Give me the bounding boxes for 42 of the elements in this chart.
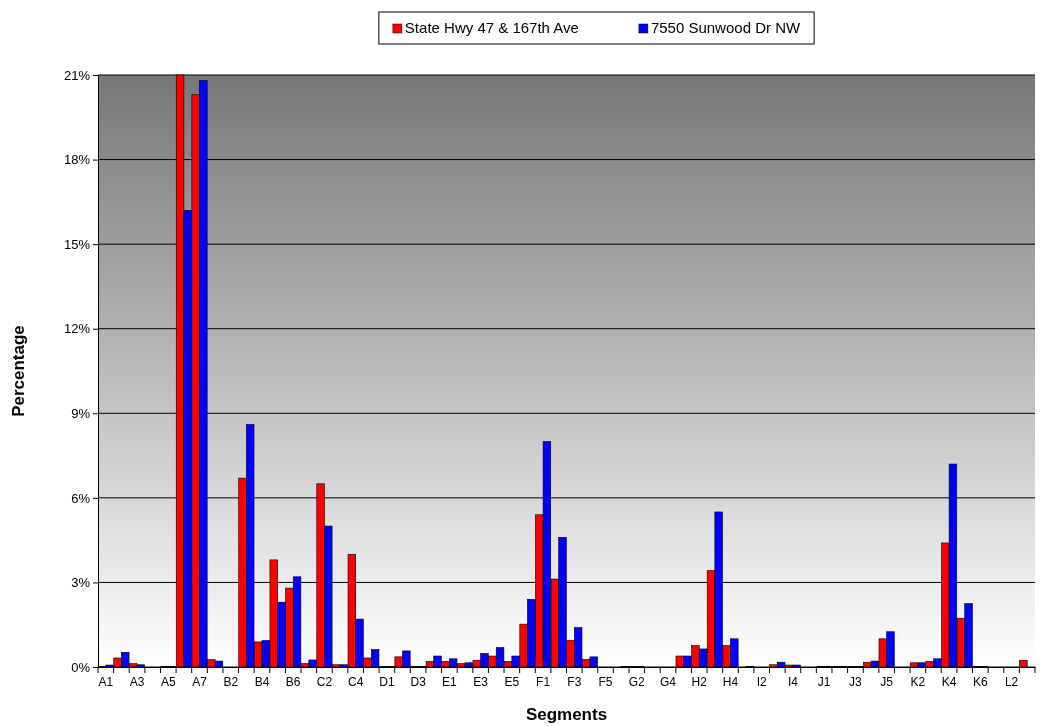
x-tick-label: J3	[849, 674, 863, 689]
x-tick-label: E3	[473, 674, 489, 689]
x-tick-label: I2	[756, 674, 768, 689]
x-tick-label: K2	[910, 674, 926, 689]
x-tick-label: H2	[691, 674, 708, 689]
x-tick-label: C2	[316, 674, 333, 689]
x-tick-label: D1	[379, 674, 395, 689]
x-tick-label: A7	[192, 674, 208, 689]
y-tick-label: 0%	[71, 659, 91, 675]
x-tick-label: I4	[787, 674, 799, 689]
legend-label: State Hwy 47 & 167th Ave	[404, 19, 579, 36]
x-tick-label: F3	[567, 674, 582, 689]
y-tick-label: 15%	[63, 236, 91, 252]
x-tick-label: J5	[880, 674, 894, 689]
y-axis-title: Percentage	[9, 325, 28, 417]
x-tick-label: E1	[442, 674, 458, 689]
x-tick-label: B4	[254, 674, 270, 689]
x-tick-label: F1	[536, 674, 551, 689]
x-tick-label: A3	[129, 674, 145, 689]
y-tick-label: 21%	[63, 67, 91, 83]
y-tick-label: 12%	[63, 321, 91, 337]
x-tick-label: A5	[160, 674, 176, 689]
y-tick-label: 18%	[63, 152, 91, 168]
y-tick-label: 9%	[71, 405, 91, 421]
x-tick-label: C4	[348, 674, 364, 689]
x-tick-label: H4	[722, 674, 739, 689]
x-tick-label: K4	[941, 674, 957, 689]
x-tick-label: G2	[628, 674, 646, 689]
legend-label: 7550 Sunwood Dr NW	[650, 19, 801, 36]
x-tick-label: F5	[598, 674, 613, 689]
x-tick-label: K6	[973, 674, 988, 689]
x-tick-label: G4	[660, 674, 677, 689]
y-tick-label: 3%	[71, 575, 91, 591]
y-tick-label: 6%	[71, 490, 91, 506]
x-tick-label: A1	[98, 674, 114, 689]
x-tick-label: J1	[817, 674, 831, 689]
x-tick-label: E5	[504, 674, 520, 689]
x-axis-title: Segments	[525, 705, 608, 724]
x-tick-label: L2	[1004, 674, 1019, 689]
x-tick-label: B6	[285, 674, 301, 689]
x-tick-label: B2	[223, 674, 239, 689]
x-tick-label: D3	[410, 674, 427, 689]
